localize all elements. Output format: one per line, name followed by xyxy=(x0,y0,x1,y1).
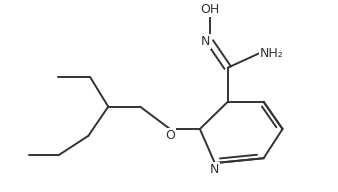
Text: N: N xyxy=(210,163,219,176)
Text: O: O xyxy=(165,129,175,142)
Text: N: N xyxy=(200,35,210,48)
Text: NH₂: NH₂ xyxy=(260,47,283,60)
Text: OH: OH xyxy=(200,3,219,16)
